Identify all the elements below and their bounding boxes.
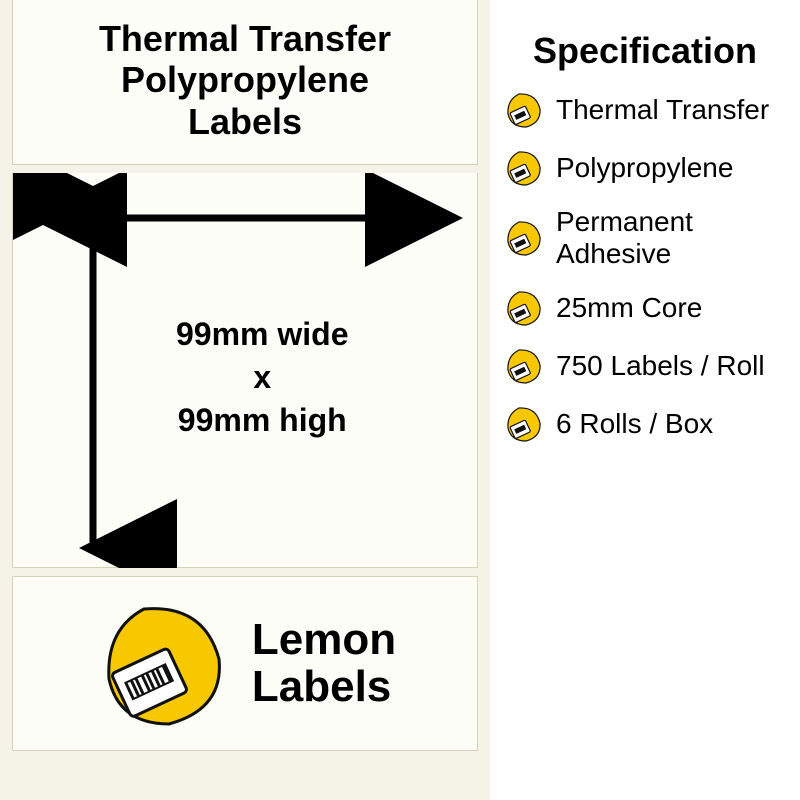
spec-list: Thermal Transfer Polypropylene Permanent… xyxy=(500,90,790,444)
title-line-3: Labels xyxy=(188,101,302,142)
product-title: Thermal Transfer Polypropylene Labels xyxy=(23,18,467,142)
spec-label: 25mm Core xyxy=(556,292,702,324)
lemon-bullet-icon xyxy=(504,90,544,130)
spec-item: 6 Rolls / Box xyxy=(504,404,790,444)
title-card: Thermal Transfer Polypropylene Labels xyxy=(12,0,478,165)
spec-label: Polypropylene xyxy=(556,152,733,184)
spec-label: Permanent Adhesive xyxy=(556,206,790,270)
dimension-card: 99mm wide x 99mm high xyxy=(12,173,478,568)
title-line-2: Polypropylene xyxy=(121,59,369,100)
lemon-bullet-icon xyxy=(504,148,544,188)
logo-text: Lemon Labels xyxy=(252,617,396,709)
spec-item: Polypropylene xyxy=(504,148,790,188)
lemon-bullet-icon xyxy=(504,218,544,258)
spec-panel: Specification Thermal Transfer Polypropy… xyxy=(490,0,800,800)
title-line-1: Thermal Transfer xyxy=(99,18,391,59)
spec-item: Thermal Transfer xyxy=(504,90,790,130)
logo-line-2: Labels xyxy=(252,662,391,711)
lemon-bullet-icon xyxy=(504,288,544,328)
dim-separator: x xyxy=(253,359,271,395)
dimension-text: 99mm wide x 99mm high xyxy=(176,313,349,443)
spec-title: Specification xyxy=(500,30,790,72)
spec-item: Permanent Adhesive xyxy=(504,206,790,270)
logo-card: Lemon Labels xyxy=(12,576,478,751)
left-panel: Thermal Transfer Polypropylene Labels xyxy=(0,0,490,800)
logo-line-1: Lemon xyxy=(252,615,396,664)
lemon-bullet-icon xyxy=(504,346,544,386)
lemon-bullet-icon xyxy=(504,404,544,444)
spec-label: 750 Labels / Roll xyxy=(556,350,765,382)
spec-item: 25mm Core xyxy=(504,288,790,328)
spec-item: 750 Labels / Roll xyxy=(504,346,790,386)
spec-label: Thermal Transfer xyxy=(556,94,769,126)
lemon-labels-logo-icon xyxy=(94,594,234,734)
height-text: 99mm high xyxy=(178,403,347,439)
spec-label: 6 Rolls / Box xyxy=(556,408,713,440)
width-text: 99mm wide xyxy=(176,316,349,352)
